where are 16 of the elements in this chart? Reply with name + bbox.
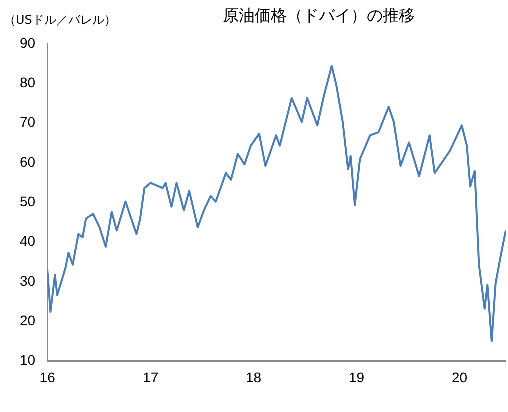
x-tick-label: 19 [348,369,365,386]
y-tick-label: 80 [20,74,36,91]
y-axis-title: （USドル／バレル） [4,12,116,29]
x-tick-label: 16 [40,369,56,386]
chart-title: 原油価格（ドバイ）の推移 [223,6,415,25]
x-tick-label: 18 [246,369,262,386]
y-tick-label: 90 [20,34,36,51]
y-tick-label: 10 [20,352,36,368]
y-tick-label: 20 [20,312,36,328]
y-tick-label: 50 [20,193,36,210]
y-tick-label: 60 [20,154,36,170]
x-tick-label: 17 [143,369,159,386]
y-tick-label: 30 [20,272,36,289]
x-tick-label: 20 [452,369,468,386]
y-tick-label: 70 [20,114,36,130]
y-tick-label: 40 [20,233,36,250]
